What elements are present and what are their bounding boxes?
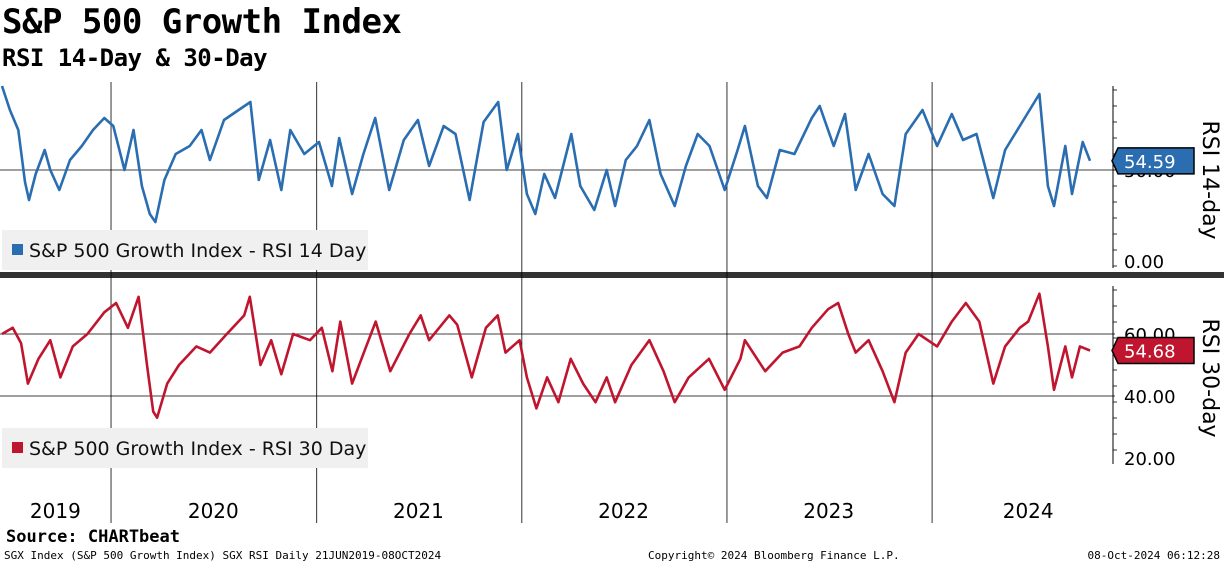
rsi30-last-value: 54.68 bbox=[1124, 341, 1176, 362]
rsi30-last-value-badge bbox=[1111, 336, 1195, 365]
source-label: Source: CHARTbeat bbox=[6, 527, 180, 547]
rsi14-last-value-badge bbox=[1111, 147, 1195, 175]
rsi30-axis-title: RSI 30-day bbox=[1197, 318, 1222, 437]
rsi14-legend-label: S&P 500 Growth Index - RSI 14 Day bbox=[29, 240, 366, 262]
footer-copyright: Copyright© 2024 Bloomberg Finance L.P. bbox=[648, 549, 900, 562]
x-axis-year-label: 2021 bbox=[393, 499, 444, 523]
rsi14-legend-swatch bbox=[12, 244, 23, 255]
rsi30-legend-swatch bbox=[12, 442, 23, 453]
rsi30-legend-label: S&P 500 Growth Index - RSI 30 Day bbox=[29, 438, 366, 460]
chart-title: S&P 500 Growth Index bbox=[2, 2, 402, 42]
rsi30-tick-label: 20.00 bbox=[1124, 449, 1176, 470]
panel-separator bbox=[0, 272, 1224, 278]
footer-security-info: SGX Index (S&P 500 Growth Index) SGX RSI… bbox=[4, 549, 442, 562]
x-axis-year-label: 2023 bbox=[803, 499, 854, 523]
x-axis-year-label: 2022 bbox=[598, 499, 649, 523]
rsi14-legend-box bbox=[2, 230, 368, 270]
x-axis-year-label: 2020 bbox=[188, 499, 239, 523]
rsi30-series-line bbox=[1, 292, 1091, 420]
chart-subtitle: RSI 14-Day & 30-Day bbox=[2, 44, 268, 72]
rsi30-legend-box bbox=[2, 428, 368, 468]
rsi14-last-value: 54.59 bbox=[1124, 152, 1176, 173]
rsi30-tick-label: 40.00 bbox=[1124, 387, 1176, 408]
footer-timestamp: 08-Oct-2024 06:12:28 bbox=[1087, 549, 1220, 562]
rsi14-axis-title: RSI 14-day bbox=[1197, 120, 1222, 239]
x-axis-year-label: 2024 bbox=[1003, 499, 1054, 523]
rsi14-series-line bbox=[0, 85, 1092, 224]
x-axis-year-label: 2019 bbox=[30, 499, 81, 523]
rsi14-tick-label: 0.00 bbox=[1124, 252, 1164, 273]
